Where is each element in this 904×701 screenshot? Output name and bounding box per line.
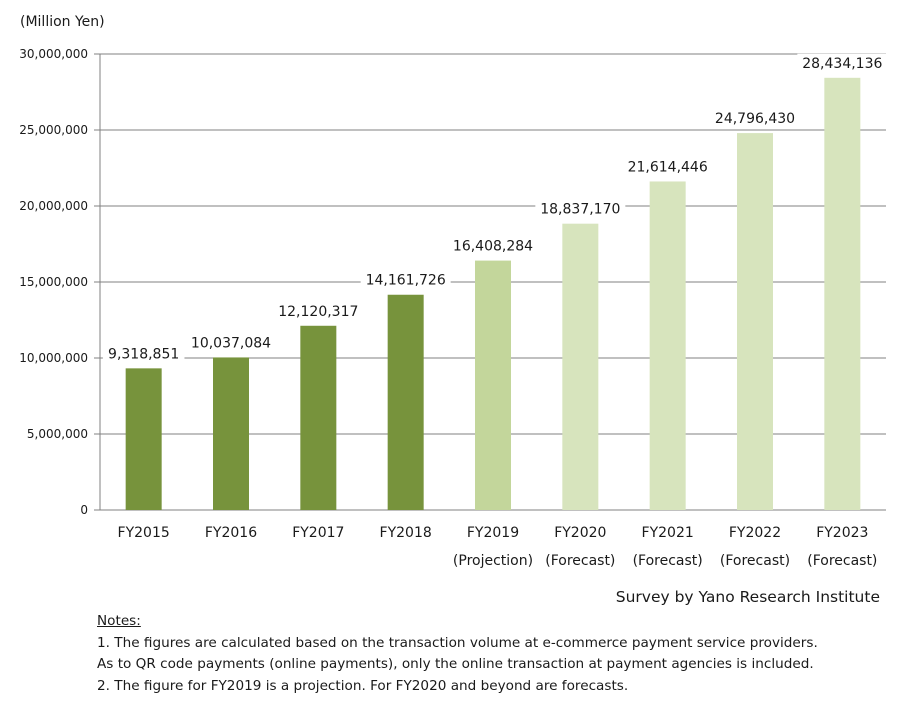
y-tick-label: 25,000,000 [19, 123, 88, 137]
value-label: 21,614,446 [628, 159, 708, 175]
note-line: 2. The figure for FY2019 is a projection… [97, 677, 629, 694]
x-tick-label: FY2018 [380, 525, 432, 541]
x-tick-label: FY2015 [118, 525, 170, 541]
x-tick-label: FY2016 [205, 525, 257, 541]
y-tick-label: 20,000,000 [19, 199, 88, 213]
x-tick-label: FY2021 [642, 525, 694, 541]
bar [213, 357, 249, 510]
y-tick-label: 0 [80, 503, 88, 517]
value-label: 9,318,851 [108, 346, 179, 362]
x-tick-sublabel: (Forecast) [633, 553, 703, 569]
x-tick-label: FY2019 [467, 525, 519, 541]
bar [300, 325, 337, 510]
x-tick-sublabel: (Projection) [453, 553, 533, 569]
bar [475, 260, 511, 510]
x-tick-sublabel: (Forecast) [807, 553, 877, 569]
value-label: 14,161,726 [366, 273, 446, 289]
bar [737, 133, 773, 510]
bar [562, 223, 599, 510]
value-label: 16,408,284 [453, 239, 533, 255]
x-tick-label: FY2023 [816, 525, 868, 541]
bar [387, 294, 424, 510]
bar [649, 181, 686, 510]
y-tick-label: 10,000,000 [19, 351, 88, 365]
value-label: 12,120,317 [278, 304, 358, 320]
y-axis-unit-label: (Million Yen) [20, 14, 105, 30]
y-tick-label: 30,000,000 [19, 47, 88, 61]
value-label-background [710, 109, 800, 128]
source-credit: Survey by Yano Research Institute [615, 588, 880, 606]
value-label-background [360, 270, 451, 289]
value-label-background [186, 333, 276, 352]
x-tick-sublabel: (Forecast) [720, 553, 790, 569]
value-label: 28,434,136 [802, 56, 882, 72]
value-label-background [622, 157, 713, 176]
x-tick-label: FY2017 [292, 525, 344, 541]
value-label: 10,037,084 [191, 335, 271, 351]
x-tick-label: FY2020 [554, 525, 606, 541]
value-label-background [535, 199, 626, 218]
y-tick-label: 5,000,000 [27, 427, 88, 441]
y-tick-label: 15,000,000 [19, 275, 88, 289]
x-tick-sublabel: (Forecast) [545, 553, 615, 569]
notes-section: Notes: 1. The figures are calculated bas… [97, 611, 818, 697]
bar [824, 77, 861, 510]
value-label-background [797, 53, 888, 72]
value-label: 24,796,430 [715, 111, 795, 127]
bar-chart: 0 5,000,000 10,000,000 15,000,000 20,000,000… [19, 47, 888, 569]
value-label: 18,837,170 [540, 202, 620, 218]
bar [125, 368, 162, 510]
note-line: 1. The figures are calculated based on t… [97, 634, 818, 651]
value-label-background [102, 344, 185, 363]
value-label-background [448, 236, 538, 255]
x-tick-label: FY2022 [729, 525, 781, 541]
note-line: As to QR code payments (online payments)… [97, 656, 814, 672]
notes-title: Notes: [97, 613, 141, 629]
value-label-background [273, 301, 364, 320]
